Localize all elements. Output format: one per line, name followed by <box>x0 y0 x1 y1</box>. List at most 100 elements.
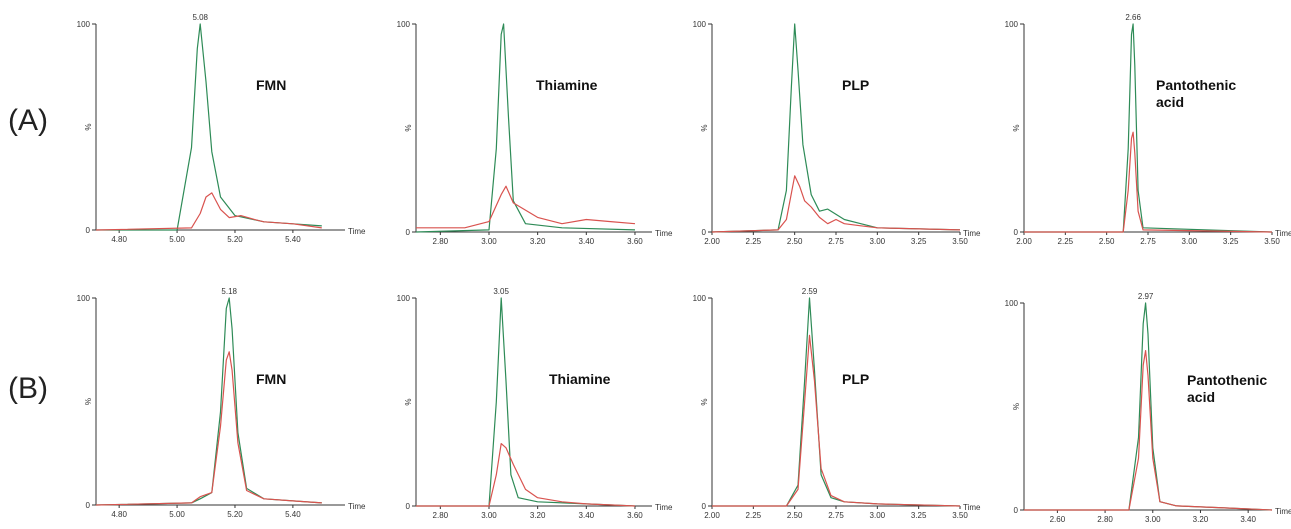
x-tick-label: 5.00 <box>169 510 185 519</box>
x-tick-label: 2.25 <box>746 237 762 246</box>
chart-panel: 0 100% 2.60 2.80 3.00 3.20 3.40 Time 2.97 Pantoth… <box>1005 292 1291 524</box>
peak-label: 5.18 <box>221 287 237 296</box>
x-tick-label: 3.00 <box>481 237 497 246</box>
series-line-green <box>711 23 961 233</box>
chart-panel: 0 100% 4.80 5.00 5.20 5.40 Time 5.18 FMN <box>77 287 366 519</box>
x-tick-label: 2.75 <box>1140 237 1156 246</box>
compound-label: acid <box>1156 94 1184 110</box>
series-line-red <box>712 334 961 507</box>
row-label-b: (B) <box>8 372 48 405</box>
series-line-red <box>416 443 636 507</box>
x-tick-label: 3.50 <box>952 511 968 520</box>
series-line-red <box>95 351 322 506</box>
x-tick-label: 2.00 <box>704 237 720 246</box>
x-tick-label: 5.20 <box>227 235 243 244</box>
x-axis-label: Time <box>963 229 981 238</box>
series-line-green <box>1024 302 1273 511</box>
series-line-green <box>1024 23 1273 233</box>
y-axis-label: % <box>404 124 413 131</box>
x-tick-label: 3.60 <box>627 511 643 520</box>
x-tick-label: 2.75 <box>828 237 844 246</box>
compound-label: Thiamine <box>549 371 611 387</box>
peak-label: 2.66 <box>1125 13 1141 22</box>
x-tick-label: 3.40 <box>579 237 595 246</box>
compound-label: PLP <box>842 371 869 387</box>
x-axis-label: Time <box>963 503 981 512</box>
chart-panel: 0 100% 2.80 3.00 3.20 3.40 3.60 Time 3.05 Thiamin… <box>397 287 673 520</box>
series-line-green <box>415 23 636 233</box>
y-tick-label: 100 <box>1005 299 1019 308</box>
peak-label: 2.59 <box>802 287 818 296</box>
x-tick-label: 5.20 <box>227 510 243 519</box>
y-tick-label: 0 <box>406 228 411 237</box>
x-tick-label: 3.00 <box>870 511 886 520</box>
x-tick-label: 3.25 <box>911 511 927 520</box>
series-line-red <box>95 192 322 231</box>
y-tick-label: 0 <box>1014 228 1019 237</box>
y-tick-label: 100 <box>397 294 411 303</box>
x-axis-label: Time <box>348 227 366 236</box>
series-line-green <box>416 297 636 507</box>
y-axis-label: % <box>1012 124 1021 131</box>
x-axis-label: Time <box>655 503 673 512</box>
y-axis-label: % <box>700 124 709 131</box>
chart-panel: 0 100% 4.80 5.00 5.20 5.40 Time 5.08 FMN <box>77 13 366 244</box>
compound-label: Thiamine <box>536 77 598 93</box>
x-tick-label: 2.00 <box>1016 237 1032 246</box>
x-tick-label: 5.40 <box>285 235 301 244</box>
row-label-a: (A) <box>8 104 48 137</box>
compound-label: Pantothenic <box>1187 372 1267 388</box>
x-tick-label: 2.80 <box>433 511 449 520</box>
series-line-green <box>95 297 322 506</box>
x-tick-label: 3.60 <box>627 237 643 246</box>
x-tick-label: 2.60 <box>1050 515 1066 524</box>
y-axis-label: % <box>700 398 709 405</box>
y-tick-label: 100 <box>77 20 91 29</box>
x-tick-label: 3.20 <box>1193 515 1209 524</box>
x-tick-label: 2.50 <box>1099 237 1115 246</box>
x-tick-label: 2.25 <box>1058 237 1074 246</box>
x-tick-label: 3.20 <box>530 511 546 520</box>
peak-label: 5.08 <box>192 13 208 22</box>
compound-label: PLP <box>842 77 869 93</box>
x-tick-label: 2.50 <box>787 237 803 246</box>
x-tick-label: 2.00 <box>704 511 720 520</box>
x-tick-label: 2.80 <box>1097 515 1113 524</box>
x-tick-label: 5.40 <box>285 510 301 519</box>
x-tick-label: 3.20 <box>530 237 546 246</box>
x-tick-label: 3.50 <box>1264 237 1280 246</box>
y-tick-label: 0 <box>86 226 91 235</box>
y-axis-label: % <box>84 123 93 130</box>
y-axis-label: % <box>1012 403 1021 410</box>
x-tick-label: 2.80 <box>433 237 449 246</box>
x-axis-label: Time <box>1275 229 1291 238</box>
y-tick-label: 100 <box>77 294 91 303</box>
series-line-red <box>416 185 636 229</box>
y-tick-label: 100 <box>693 20 707 29</box>
x-tick-label: 3.40 <box>579 511 595 520</box>
compound-label: Pantothenic <box>1156 77 1236 93</box>
x-tick-label: 3.00 <box>1145 515 1161 524</box>
x-tick-label: 3.25 <box>1223 237 1239 246</box>
series-line-green <box>96 23 322 231</box>
x-tick-label: 3.40 <box>1240 515 1256 524</box>
series-line-red <box>1024 350 1273 511</box>
y-tick-label: 100 <box>397 20 411 29</box>
x-axis-label: Time <box>1275 507 1291 516</box>
series-line-green <box>712 297 961 507</box>
series-line-red <box>711 175 961 233</box>
peak-label: 3.05 <box>493 287 509 296</box>
series-line-red <box>1024 131 1273 233</box>
y-tick-label: 100 <box>693 294 707 303</box>
y-tick-label: 0 <box>406 502 411 511</box>
y-tick-label: 100 <box>1005 20 1019 29</box>
y-axis-label: % <box>404 398 413 405</box>
x-tick-label: 2.25 <box>746 511 762 520</box>
x-axis-label: Time <box>655 229 673 238</box>
x-tick-label: 3.00 <box>1182 237 1198 246</box>
